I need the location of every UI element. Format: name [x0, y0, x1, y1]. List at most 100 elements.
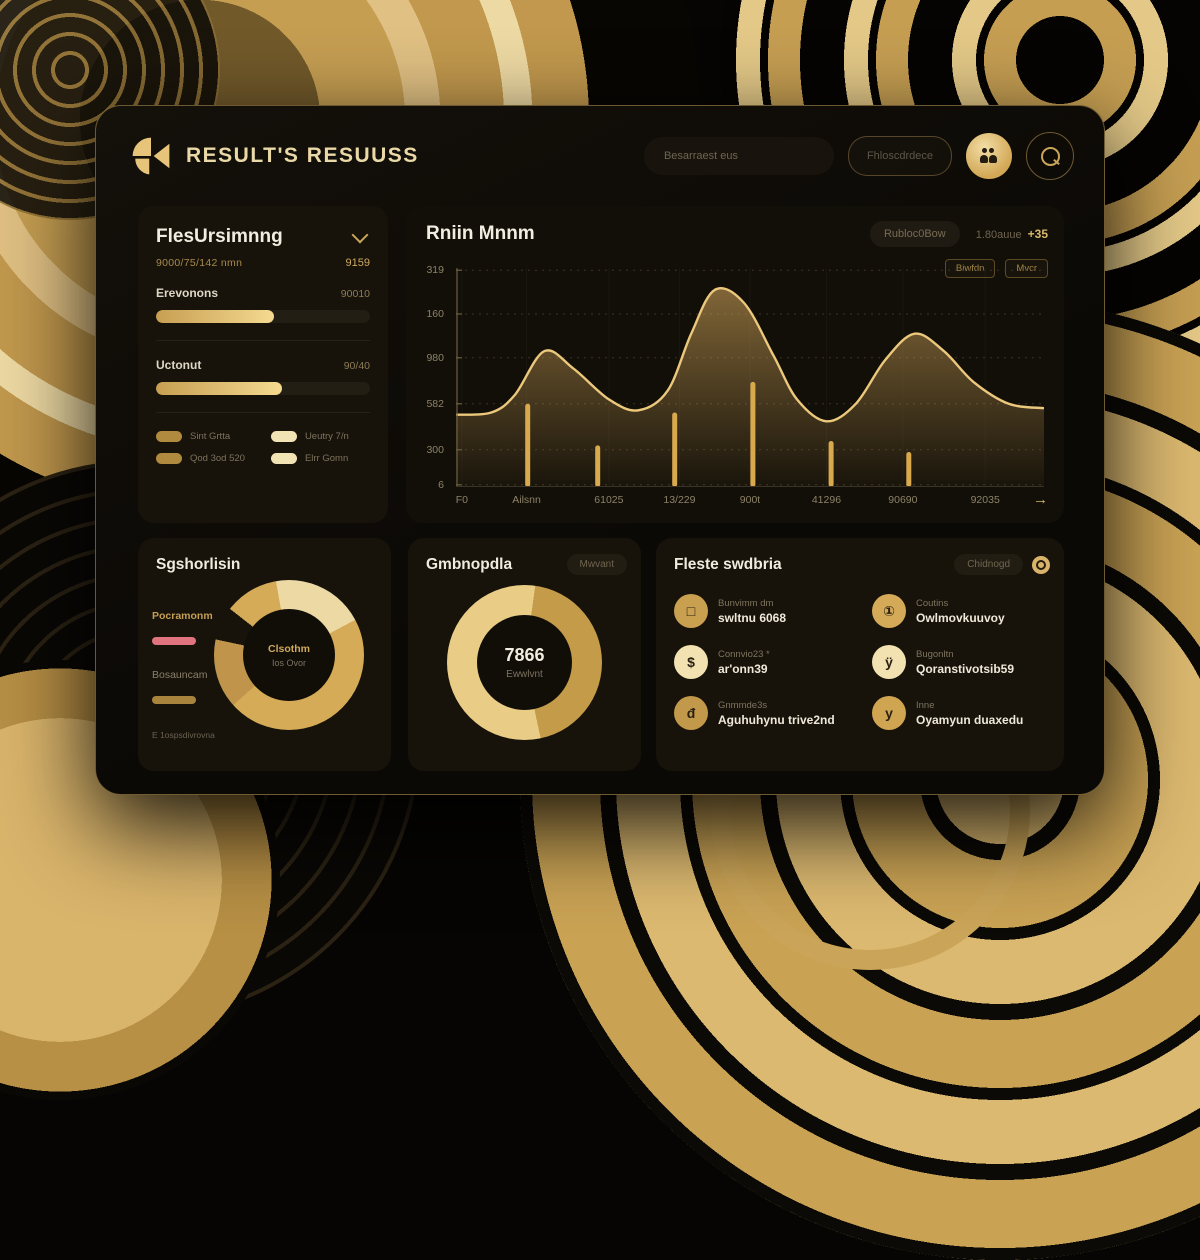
area-chart: [455, 268, 1045, 487]
activity-text: Bugonltn Qoranstivotsib59: [916, 649, 1014, 676]
activity-line1: Connvio23 *: [718, 648, 770, 660]
activity-line1: Bunvimm dm: [718, 597, 774, 609]
activity-line1: Inne: [916, 699, 935, 711]
breakdown-footnote: E 1ospsdivrovna: [152, 730, 215, 740]
legend-item: Qod 3od 520: [156, 453, 265, 464]
activity-row[interactable]: ÿ Bugonltn Qoranstivotsib59: [872, 645, 1054, 679]
chart-toggle-2[interactable]: Mvcr: [1005, 259, 1048, 278]
activity-row[interactable]: đ Gnmmde3s Aguhuhynu trive2nd: [674, 696, 856, 730]
header: Result's Resuuss Besarraest eus Fhloscdr…: [130, 128, 1074, 184]
x-tick-label: 13/229: [663, 494, 696, 506]
metric-2-value: 90/40: [343, 360, 370, 372]
chart-title: Rniin Mnnm: [426, 223, 535, 244]
activity-card: Fleste swdbria Chidnogd □ Bunvimm dm swl…: [656, 538, 1064, 771]
metric-2-progress-track: [156, 382, 370, 395]
metric-1-label: Erevonons: [156, 286, 219, 300]
y-icon: y: [872, 696, 906, 730]
chart-header-right: Rubloc0Bow 1.80auue +35: [869, 221, 1048, 247]
header-search-input[interactable]: Besarraest eus: [643, 137, 834, 175]
summary-title: FlesUrsimnng: [156, 226, 283, 247]
search-button[interactable]: [1026, 132, 1074, 180]
chart-stat-value: +35: [1027, 227, 1048, 241]
summary-subtitle-value: 9159: [345, 257, 370, 269]
metric-1-progress-fill: [156, 310, 274, 323]
legend-label: Qod 3od 520: [190, 453, 245, 464]
x-tick-label: 61025: [594, 494, 624, 506]
y-tick-label: 300: [426, 443, 444, 456]
chart-stat-label: 1.80auue: [975, 229, 1022, 241]
x-tick-label: F0: [455, 494, 469, 506]
chart-next-arrow[interactable]: →: [1033, 491, 1048, 508]
clock-icon[interactable]: [1032, 555, 1050, 574]
divider: [156, 340, 370, 341]
divider: [156, 412, 370, 413]
gauge-donut-center: 7866 Ewwlvnt: [477, 615, 572, 710]
y-tick-label: 582: [426, 397, 444, 410]
legend-item: Ueutry 7/n: [270, 431, 370, 442]
chart-toggles: Biwfdn Mvcr: [944, 259, 1048, 278]
chevron-down-icon[interactable]: [351, 226, 369, 244]
gauge-center-value: 7866: [504, 645, 545, 665]
letter-icon: ÿ: [872, 645, 906, 679]
activity-badge-button[interactable]: Chidnogd: [954, 554, 1023, 575]
gauge-card: Gmbnopdla Mwvant 7866 Ewwlvnt: [408, 538, 641, 771]
metric-1-progress-track: [156, 310, 370, 323]
area-chart-svg: [455, 268, 1045, 487]
activity-text: Bunvimm dm swltnu 6068: [718, 598, 786, 625]
legend-item: Sint Grtta: [156, 431, 265, 442]
chart-badge-button[interactable]: Rubloc0Bow: [869, 221, 960, 247]
metric-2: Uctonut 90/40: [156, 358, 370, 395]
activity-row[interactable]: □ Bunvimm dm swltnu 6068: [674, 594, 856, 628]
activity-line1: Bugonltn: [916, 648, 954, 660]
header-action-button[interactable]: Fhloscdrdece: [847, 136, 952, 176]
breakdown-legend-swatch-2: [152, 696, 196, 704]
breakdown-legend-label-2: Bosauncam: [152, 669, 208, 681]
summary-panel: FlesUrsimnng 9000/75/142 nmn 9159 Erevon…: [138, 206, 388, 523]
legend-label: Ueutry 7/n: [304, 431, 349, 442]
coin-icon: ①: [872, 594, 906, 628]
summary-legend: Sint Grtta Ueutry 7/n Qod 3od 520 Elrr G…: [156, 431, 370, 464]
activity-text: Gnmmde3s Aguhuhynu trive2nd: [718, 700, 835, 727]
activity-row[interactable]: $ Connvio23 * ar'onn39: [674, 645, 856, 679]
breakdown-donut-center: Clsothm Ios Ovor: [243, 609, 335, 701]
activity-row[interactable]: y Inne Oyamyun duaxedu: [872, 696, 1054, 730]
y-tick-label: 980: [426, 351, 444, 364]
x-tick-label: 41296: [811, 494, 842, 506]
activity-text: Connvio23 * ar'onn39: [718, 649, 770, 676]
avatar[interactable]: [966, 133, 1012, 179]
activity-line2: Oyamyun duaxedu: [916, 712, 1024, 727]
x-tick-label: Ailsnn: [512, 494, 541, 506]
chart-x-axis-labels: → F0 Ailsnn 61025 13/229 900t 41296 90690 92035: [455, 491, 1048, 510]
gauge-donut-chart: 7866 Ewwlvnt: [447, 585, 602, 740]
legend-item: Elrr Gomn: [270, 453, 370, 464]
gauge-title: Gmbnopdla: [426, 556, 513, 573]
activity-line2: Qoranstivotsib59: [916, 661, 1015, 676]
activity-grid: □ Bunvimm dm swltnu 6068 ① Coutins Owlmo…: [674, 594, 1054, 730]
summary-title-row[interactable]: FlesUrsimnng: [156, 226, 370, 248]
chart-toggle-1[interactable]: Biwfdn: [944, 259, 996, 278]
legend-swatch: [156, 453, 182, 464]
breakdown-legend-swatch-1: [152, 637, 196, 645]
brand: Result's Resuuss: [130, 135, 419, 177]
y-tick-label: 319: [426, 264, 444, 277]
header-actions: Besarraest eus Fhloscdrdece: [643, 132, 1074, 180]
breakdown-card: Sgshorlisin Pocramonm Bosauncam E 1ospsd…: [138, 538, 391, 771]
x-tick-label: 92035: [970, 494, 1000, 506]
metric-1: Erevonons 90010: [156, 286, 370, 323]
x-tick-label: 900t: [739, 494, 761, 506]
legend-label: Sint Grtta: [190, 431, 231, 442]
gauge-center-label: Ewwlvnt: [506, 669, 543, 680]
activity-line2: Owlmovkuuvoy: [916, 610, 1005, 625]
legend-label: Elrr Gomn: [304, 453, 349, 464]
brand-logo-icon: [132, 137, 170, 175]
activity-line2: Aguhuhynu trive2nd: [718, 712, 835, 727]
breakdown-title: Sgshorlisin: [156, 556, 241, 573]
activity-row[interactable]: ① Coutins Owlmovkuuvoy: [872, 594, 1054, 628]
breakdown-legend-label-1: Pocramonm: [152, 610, 213, 622]
chart-header: Rniin Mnnm Rubloc0Bow 1.80auue +35: [426, 221, 1048, 247]
dollar-icon: $: [674, 645, 708, 679]
chart-stat: 1.80auue +35: [976, 225, 1048, 243]
metric-2-label: Uctonut: [156, 358, 202, 372]
currency-icon: đ: [674, 696, 708, 730]
gauge-badge-button[interactable]: Mwvant: [566, 554, 627, 575]
